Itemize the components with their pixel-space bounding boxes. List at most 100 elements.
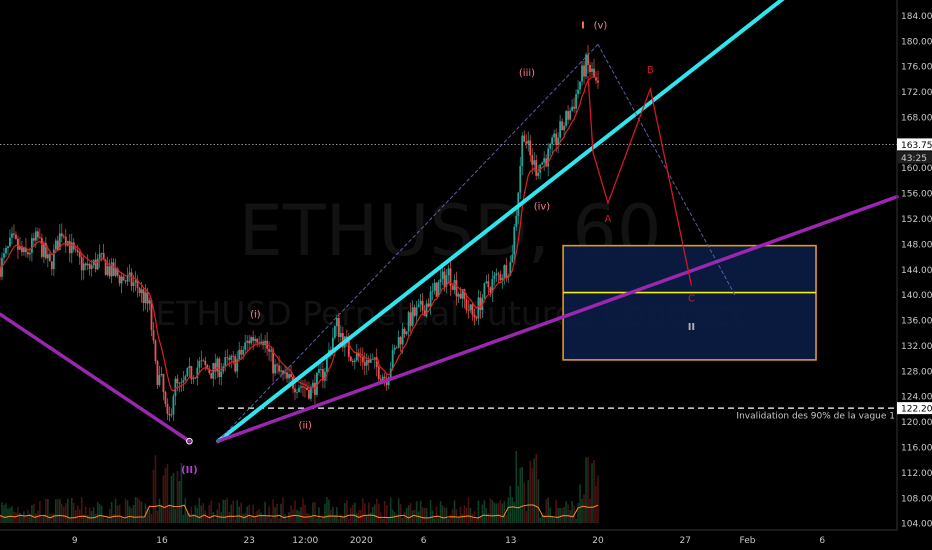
volume-bar: [208, 504, 211, 523]
volume-bar: [465, 507, 468, 523]
volume-bar: [136, 497, 139, 523]
volume-bar: [102, 516, 105, 523]
candle-body: [519, 166, 522, 193]
volume-bar: [493, 502, 496, 523]
volume-bar: [320, 518, 322, 523]
volume-bar: [316, 518, 318, 523]
candle-body: [411, 307, 414, 326]
volume-bar: [421, 507, 424, 523]
volume-bar: [481, 504, 484, 523]
candle-body: [194, 378, 197, 379]
volume-bar: [43, 515, 45, 523]
volume-bar: [256, 510, 258, 523]
candle-body: [529, 140, 532, 156]
volume-bar: [260, 512, 262, 523]
volume-bar: [385, 505, 388, 523]
candle-body: [579, 81, 581, 90]
candle-body: [244, 342, 247, 350]
volume-bar: [373, 504, 376, 523]
candle-body: [421, 300, 424, 311]
y-tick-label: 116.00: [901, 443, 932, 453]
candle-body: [363, 362, 366, 366]
candle-body: [13, 233, 15, 235]
moving-average-line: [0, 76, 599, 392]
volume-bar: [246, 506, 248, 523]
volume-bar: [361, 498, 364, 523]
candle-body: [475, 317, 478, 319]
candle-body: [569, 110, 571, 120]
candle-body: [431, 290, 434, 292]
volume-bar: [282, 497, 284, 523]
candle-body: [11, 233, 13, 238]
candle-body: [280, 370, 282, 372]
candle-body: [258, 342, 261, 344]
y-tick-label: 184.00: [901, 12, 932, 22]
candle-body: [134, 280, 137, 283]
volume-bar: [545, 499, 547, 523]
volume-bar: [563, 507, 565, 523]
volume-bar: [401, 517, 404, 523]
volume-bar: [429, 500, 432, 523]
candle-body: [563, 125, 566, 131]
volume-bar: [439, 500, 442, 523]
volume-bar: [553, 518, 555, 523]
x-tick-label: Feb: [740, 536, 756, 546]
volume-bar: [130, 508, 133, 523]
projection-path: [587, 76, 693, 286]
candle-body: [491, 278, 494, 293]
candle-body: [449, 268, 452, 286]
volume-bar: [186, 513, 189, 523]
volume-bar: [399, 503, 402, 523]
candle-body: [138, 287, 141, 293]
volume-bar: [539, 517, 541, 523]
candle-body: [106, 266, 109, 275]
volume-bar: [567, 504, 569, 523]
volume-bar: [74, 510, 77, 523]
candle-body: [583, 65, 585, 77]
candle-body: [19, 246, 21, 250]
volume-bar: [274, 507, 276, 523]
candle-body: [164, 392, 167, 404]
volume-bar: [445, 507, 448, 523]
candle-body: [395, 347, 398, 349]
candle-body: [341, 333, 344, 348]
candle-body: [246, 340, 249, 343]
volume-bar: [51, 513, 53, 523]
volume-bar: [238, 506, 240, 523]
candle-body: [178, 382, 181, 384]
x-tick-label: 27: [679, 536, 690, 546]
candle-body: [58, 233, 61, 250]
candle-body: [353, 360, 356, 363]
candle-body: [463, 289, 466, 300]
candle-body: [577, 89, 579, 95]
volume-bar: [483, 500, 486, 523]
volume-bar: [80, 497, 83, 523]
volume-bar: [427, 518, 430, 523]
candle-body: [174, 378, 177, 397]
candle-body: [80, 257, 83, 271]
volume-bar: [120, 517, 123, 523]
volume-bar: [419, 500, 422, 523]
volume-bar: [551, 515, 553, 523]
candle-body: [29, 252, 31, 255]
volume-bar: [527, 480, 530, 523]
candle-body: [104, 259, 107, 275]
volume-bar: [367, 502, 370, 523]
volume-bar: [174, 508, 177, 523]
candle-body: [272, 350, 274, 374]
volume-bar: [280, 503, 282, 523]
candle-body: [559, 121, 562, 138]
volume-bar: [523, 482, 526, 523]
candle-body: [150, 300, 153, 331]
candle-body: [102, 252, 105, 260]
volume-bar: [513, 501, 516, 523]
volume-bar: [449, 514, 452, 523]
candle-body: [375, 357, 378, 368]
wave-label: (II): [181, 465, 198, 476]
candle-body: [74, 249, 77, 251]
candle-body: [541, 162, 544, 165]
volume-bar: [332, 506, 334, 523]
candle-body: [571, 106, 573, 111]
volume-bar: [381, 518, 384, 523]
